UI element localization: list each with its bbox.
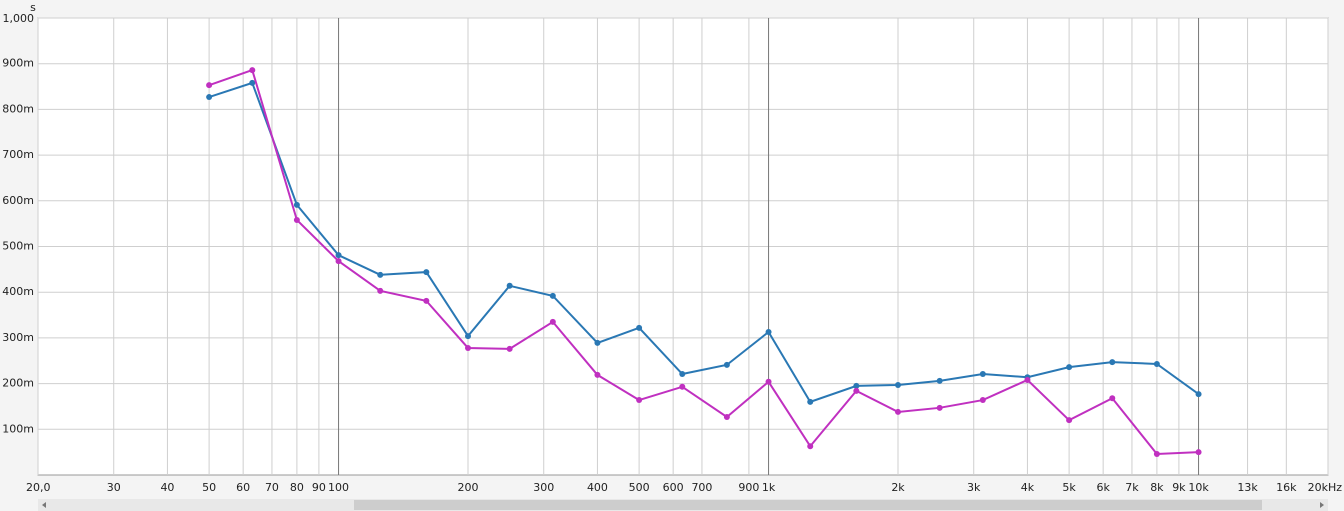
data-point bbox=[1109, 359, 1116, 366]
x-tick-label: 3k bbox=[967, 481, 981, 494]
data-point bbox=[853, 387, 860, 394]
data-point bbox=[206, 82, 213, 89]
data-point bbox=[979, 371, 986, 378]
x-tick-label: 4k bbox=[1021, 481, 1035, 494]
y-tick-label: 700m bbox=[2, 148, 34, 161]
x-tick-label: 500 bbox=[629, 481, 650, 494]
data-point bbox=[723, 413, 730, 420]
data-point bbox=[679, 371, 686, 378]
scroll-left[interactable] bbox=[42, 502, 46, 508]
x-tick-label: 5k bbox=[1062, 481, 1076, 494]
data-point bbox=[506, 345, 513, 352]
data-point bbox=[465, 344, 471, 351]
y-tick-label: 800m bbox=[2, 102, 34, 115]
data-point bbox=[807, 398, 814, 405]
data-point bbox=[1195, 449, 1202, 456]
x-tick-label: 40 bbox=[160, 481, 174, 494]
data-point bbox=[1066, 417, 1073, 424]
y-tick-label: 900m bbox=[2, 57, 34, 70]
data-point bbox=[249, 79, 256, 86]
x-tick-label: 600 bbox=[663, 481, 684, 494]
x-tick-label: 700 bbox=[691, 481, 712, 494]
data-point bbox=[765, 328, 772, 335]
data-point bbox=[1153, 450, 1160, 457]
data-point bbox=[1153, 360, 1160, 367]
data-point bbox=[549, 292, 556, 299]
x-tick-label: 200 bbox=[458, 481, 479, 494]
data-point bbox=[506, 282, 513, 289]
x-tick-label: 70 bbox=[265, 481, 279, 494]
data-point bbox=[636, 397, 643, 404]
x-tick-label: 8k bbox=[1150, 481, 1164, 494]
data-point bbox=[377, 271, 384, 278]
data-point bbox=[293, 216, 300, 223]
data-point bbox=[377, 287, 384, 294]
y-tick-label: 100m bbox=[2, 422, 34, 435]
data-point bbox=[594, 371, 601, 378]
scroll-thumb[interactable] bbox=[354, 500, 1262, 510]
data-point bbox=[765, 378, 772, 385]
data-point bbox=[1109, 395, 1116, 402]
scroll-right[interactable] bbox=[1320, 502, 1324, 508]
x-tick-label: 20,0 bbox=[26, 481, 51, 494]
x-tick-label: 900 bbox=[738, 481, 759, 494]
x-tick-label: 400 bbox=[587, 481, 608, 494]
x-tick-label: 50 bbox=[202, 481, 216, 494]
data-point bbox=[549, 318, 556, 325]
x-tick-label: 80 bbox=[290, 481, 304, 494]
data-point bbox=[895, 381, 901, 388]
data-point bbox=[679, 383, 686, 390]
data-point bbox=[936, 377, 943, 384]
data-point bbox=[423, 269, 430, 276]
data-point bbox=[249, 67, 256, 74]
data-point bbox=[423, 297, 430, 304]
x-tick-label: 20kHz bbox=[1308, 481, 1343, 494]
x-tick-label: 9k bbox=[1172, 481, 1186, 494]
x-tick-label: 1k bbox=[762, 481, 776, 494]
data-point bbox=[206, 94, 213, 101]
data-point bbox=[1024, 376, 1031, 383]
y-tick-label: 400m bbox=[2, 285, 34, 298]
data-point bbox=[1195, 391, 1202, 398]
series-line bbox=[208, 81, 1200, 404]
y-tick-label: 300m bbox=[2, 331, 34, 344]
x-tick-label: 100 bbox=[328, 481, 349, 494]
x-tick-label: 13k bbox=[1237, 481, 1258, 494]
x-tick-label: 90 bbox=[312, 481, 326, 494]
data-point bbox=[335, 252, 342, 259]
data-point bbox=[465, 333, 471, 340]
data-point bbox=[936, 404, 943, 411]
y-tick-label: 500m bbox=[2, 240, 34, 253]
data-point bbox=[1066, 364, 1073, 371]
x-tick-label: 60 bbox=[236, 481, 250, 494]
x-tick-label: 7k bbox=[1125, 481, 1139, 494]
x-tick-label: 300 bbox=[533, 481, 554, 494]
data-point bbox=[293, 201, 300, 208]
data-point bbox=[636, 324, 643, 331]
y-unit: s bbox=[30, 1, 36, 14]
y-tick-label: 200m bbox=[2, 377, 34, 390]
data-point bbox=[979, 397, 986, 404]
series-line bbox=[208, 68, 1199, 455]
x-tick-label: 30 bbox=[107, 481, 121, 494]
x-tick-label: 2k bbox=[891, 481, 905, 494]
data-point bbox=[853, 382, 860, 389]
x-tick-label: 10k bbox=[1188, 481, 1209, 494]
data-point bbox=[594, 339, 601, 346]
x-tick-label: 6k bbox=[1096, 481, 1110, 494]
x-tick-label: 16k bbox=[1276, 481, 1297, 494]
y-tick-label: 1,000 bbox=[3, 12, 35, 25]
data-point bbox=[807, 443, 814, 450]
data-point bbox=[723, 361, 730, 368]
y-tick-label: 600m bbox=[2, 194, 34, 207]
data-point bbox=[335, 258, 342, 265]
data-point bbox=[895, 408, 901, 415]
